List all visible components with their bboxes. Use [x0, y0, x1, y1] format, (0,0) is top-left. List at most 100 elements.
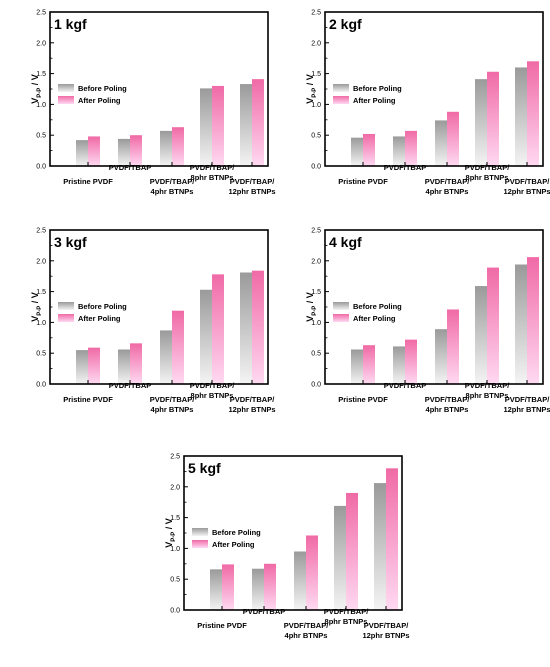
- bar-before-poling-3: [435, 329, 447, 384]
- y-tick-label: 0.5: [311, 351, 321, 358]
- bar-before-poling-1: [76, 140, 88, 166]
- bar-before-poling-4: [475, 286, 487, 384]
- bar-before-poling-5: [515, 67, 527, 166]
- bar-before-poling-2: [118, 349, 130, 384]
- bar-after-poling-1: [222, 564, 234, 610]
- category-label: PVDF/TBAP/: [425, 395, 471, 404]
- panel-title: 4 kgf: [329, 234, 362, 250]
- y-tick-label: 2.5: [36, 228, 46, 235]
- bar-before-poling-3: [435, 120, 447, 166]
- bar-after-poling-5: [527, 61, 539, 166]
- legend-swatch-before-poling: [58, 302, 74, 310]
- y-tick-label: 2.0: [170, 484, 180, 491]
- category-label: 8phr BTNPs: [466, 173, 509, 182]
- legend-swatch-after-poling: [58, 314, 74, 322]
- y-tick-label: 0.0: [36, 382, 46, 389]
- category-label: 12phr BTNPs: [228, 405, 275, 414]
- category-label: PVDF/TBAP/: [324, 607, 370, 616]
- y-tick-label: 2.0: [36, 40, 46, 47]
- bar-after-poling-4: [346, 492, 358, 610]
- category-label: PVDF/TBAP/: [465, 381, 511, 390]
- category-label: PVDF/TBAP: [384, 381, 427, 390]
- category-label: PVDF/TBAP/: [190, 163, 236, 172]
- category-label: 4phr BTNPs: [151, 187, 194, 196]
- category-label: PVDF/TBAP/: [230, 395, 276, 404]
- y-tick-label: 1.5: [36, 71, 46, 78]
- legend-swatch-after-poling: [192, 540, 208, 548]
- category-label: PVDF/TBAP/: [150, 177, 196, 186]
- y-axis-label: VP-P / V: [305, 292, 318, 322]
- bar-before-poling-5: [240, 272, 252, 384]
- category-label: 12phr BTNPs: [503, 187, 550, 196]
- bar-before-poling-1: [76, 350, 88, 384]
- y-tick-label: 0.5: [36, 351, 46, 358]
- category-label: Pristine PVDF: [338, 395, 388, 404]
- category-label: PVDF/TBAP: [384, 163, 427, 172]
- y-tick-label: 1.0: [36, 320, 46, 327]
- legend-label: After Poling: [353, 96, 396, 105]
- legend-swatch-after-poling: [333, 96, 349, 104]
- y-tick-label: 0.0: [311, 382, 321, 389]
- y-tick-label: 1.0: [36, 102, 46, 109]
- bar-before-poling-4: [334, 505, 346, 610]
- y-tick-label: 0.5: [311, 133, 321, 140]
- legend-swatch-after-poling: [58, 96, 74, 104]
- legend-label: Before Poling: [212, 528, 261, 537]
- y-axis-label: VP-P / V: [164, 518, 177, 548]
- category-label: 8phr BTNPs: [325, 617, 368, 626]
- legend-swatch-before-poling: [192, 528, 208, 536]
- category-label: Pristine PVDF: [63, 177, 113, 186]
- y-tick-label: 1.0: [170, 546, 180, 553]
- bar-before-poling-1: [210, 569, 222, 610]
- y-tick-label: 2.5: [170, 454, 180, 461]
- bar-after-poling-5: [252, 79, 264, 166]
- y-tick-label: 0.0: [170, 608, 180, 615]
- bar-after-poling-3: [447, 111, 459, 166]
- bar-before-poling-3: [160, 330, 172, 384]
- bar-before-poling-4: [475, 79, 487, 166]
- y-tick-label: 0.5: [170, 577, 180, 584]
- category-label: 12phr BTNPs: [362, 631, 409, 640]
- y-tick-label: 2.5: [36, 10, 46, 17]
- bar-after-poling-2: [405, 130, 417, 166]
- y-tick-label: 1.5: [311, 289, 321, 296]
- category-label: PVDF/TBAP: [109, 381, 152, 390]
- y-tick-label: 2.0: [311, 40, 321, 47]
- legend-swatch-before-poling: [58, 84, 74, 92]
- bar-after-poling-3: [172, 310, 184, 384]
- bar-before-poling-2: [393, 136, 405, 166]
- category-label: PVDF/TBAP: [109, 163, 152, 172]
- category-label: PVDF/TBAP/: [364, 621, 410, 630]
- legend-label: Before Poling: [353, 302, 402, 311]
- legend-label: Before Poling: [78, 84, 127, 93]
- y-tick-label: 2.0: [36, 258, 46, 265]
- y-axis-label: VP-P / V: [305, 74, 318, 104]
- category-label: PVDF/TBAP/: [284, 621, 330, 630]
- bar-after-poling-1: [88, 136, 100, 166]
- category-label: 8phr BTNPs: [466, 391, 509, 400]
- category-label: 4phr BTNPs: [426, 405, 469, 414]
- legend-label: After Poling: [212, 540, 255, 549]
- panel-title: 3 kgf: [54, 234, 87, 250]
- bar-after-poling-5: [252, 270, 264, 384]
- bar-after-poling-2: [405, 339, 417, 384]
- category-label: PVDF/TBAP/: [150, 395, 196, 404]
- bar-after-poling-5: [527, 257, 539, 384]
- category-label: PVDF/TBAP/: [230, 177, 276, 186]
- y-tick-label: 0.0: [36, 164, 46, 171]
- y-tick-label: 2.0: [311, 258, 321, 265]
- legend-label: Before Poling: [78, 302, 127, 311]
- y-tick-label: 0.0: [311, 164, 321, 171]
- chart-4kgf: 0.0 0.5 1.0 1.5 2.0 2.5 Pristine PVDF PVDF/TBAP…: [305, 228, 550, 415]
- category-label: Pristine PVDF: [338, 177, 388, 186]
- bar-before-poling-1: [351, 137, 363, 166]
- bar-before-poling-2: [393, 346, 405, 384]
- category-label: 8phr BTNPs: [191, 173, 234, 182]
- bar-before-poling-5: [240, 84, 252, 166]
- y-tick-label: 1.5: [36, 289, 46, 296]
- bar-after-poling-4: [212, 85, 224, 166]
- bar-after-poling-1: [88, 347, 100, 384]
- category-label: PVDF/TBAP/: [425, 177, 471, 186]
- bar-after-poling-1: [363, 133, 375, 166]
- bar-before-poling-2: [118, 138, 130, 166]
